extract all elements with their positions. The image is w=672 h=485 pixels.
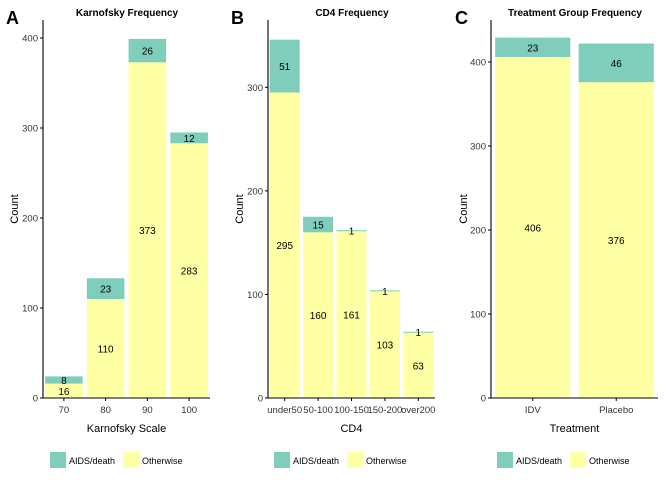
panel-b-xtick-label-1: 50-100 (303, 405, 333, 416)
panel-a-bar-otherwise-0 (45, 383, 83, 398)
panel-b-label-aids-death-4: 1 (416, 328, 422, 339)
panel-b-ytick-label-0: 0 (258, 394, 263, 405)
panel-b-ytick-label-3: 300 (247, 83, 263, 94)
panel-c-ytick-label-1: 100 (470, 310, 486, 321)
panel-a-legend-label-0: AIDS/death (69, 456, 115, 466)
panel-c-legend-swatch-0 (497, 452, 513, 468)
panel-b-label-otherwise-4: 63 (413, 361, 425, 372)
panel-b-bar-aids-death-0 (269, 39, 300, 93)
panel-c-bar-aids-death-0 (495, 37, 571, 57)
panel-c-ytick-label-2: 200 (470, 226, 486, 237)
panel-b-label-aids-death-1: 15 (313, 221, 325, 232)
panel-a-xtick-label-3: 100 (181, 405, 197, 416)
panel-b-xtick-label-0: under50 (267, 405, 302, 416)
panel-b-label-aids-death-2: 1 (349, 227, 355, 238)
panel-b-legend-label-1: Otherwise (366, 456, 407, 466)
panel-c-xtick-label-0: IDV (525, 405, 542, 416)
panel-a-bar-aids-death-2 (128, 38, 167, 63)
panel-a-label-otherwise-3: 283 (181, 267, 198, 278)
panel-a-bar-otherwise-3 (170, 143, 208, 398)
panel-b-legend-swatch-1 (347, 452, 363, 468)
panel-b-legend-swatch-0 (274, 452, 290, 468)
panel-c-ytick-label-0: 0 (481, 394, 486, 405)
panel-a-ytick-label-4: 400 (22, 34, 38, 45)
panel-b-ytick-label-2: 200 (247, 186, 263, 197)
panel-b-bar-aids-death-4 (403, 331, 434, 333)
panel-a-legend-label-1: Otherwise (142, 456, 183, 466)
panel-c-bar-aids-death-1 (578, 43, 654, 83)
panel-c-ylabel: Count (458, 194, 470, 223)
panel-b-ytick-label-1: 100 (247, 290, 263, 301)
panel-c-bar-otherwise-0 (495, 56, 571, 399)
panel-b-label-otherwise-3: 103 (377, 341, 394, 352)
panel-c-label-otherwise-0: 406 (524, 223, 541, 234)
panel-b-letter: B (231, 8, 244, 28)
panel-a-label-aids-death-3: 12 (184, 134, 196, 145)
panel-b-xtick-label-4: over200 (401, 405, 435, 416)
panel-a-bar-aids-death-1 (86, 278, 125, 299)
panel-a-ylabel: Count (9, 194, 21, 223)
panel-b-bar-otherwise-3 (369, 291, 400, 398)
panel-a-ytick-label-2: 200 (22, 214, 38, 225)
panel-a-xlabel: Karnofsky Scale (87, 423, 166, 435)
panel-c-xlabel: Treatment (550, 423, 600, 435)
panel-a-ytick-label-1: 100 (22, 304, 38, 315)
panel-c-xtick-label-1: Placebo (599, 405, 633, 416)
panel-b-label-aids-death-0: 51 (279, 62, 291, 73)
panel-c-legend-swatch-1 (570, 452, 586, 468)
panel-a-letter: A (6, 8, 19, 28)
panel-a-xtick-label-2: 90 (142, 405, 153, 416)
panel-a-legend-swatch-0 (50, 452, 66, 468)
panel-a-label-aids-death-2: 26 (142, 47, 154, 58)
panel-c-ytick-label-4: 400 (470, 58, 486, 69)
panel-c-label-aids-death-1: 46 (611, 59, 623, 70)
panel-c-title: Treatment Group Frequency (508, 8, 642, 19)
panel-c-legend-label-0: AIDS/death (516, 456, 562, 466)
panel-b-label-otherwise-0: 295 (276, 241, 293, 252)
panel-c-label-aids-death-0: 23 (527, 43, 539, 54)
panel-a-bar-otherwise-2 (128, 62, 167, 399)
panel-b-label-aids-death-3: 1 (382, 287, 388, 298)
panel-a-title: Karnofsky Frequency (76, 8, 179, 19)
panel-a-bar-aids-death-0 (45, 376, 83, 384)
panel-a-xtick-label-1: 80 (100, 405, 111, 416)
panel-b-label-otherwise-2: 161 (343, 311, 360, 322)
panel-b-legend-label-0: AIDS/death (293, 456, 339, 466)
panel-a-label-otherwise-0: 16 (58, 387, 70, 398)
panel-a-label-aids-death-1: 23 (100, 285, 112, 296)
panel-a-bar-otherwise-1 (86, 299, 125, 398)
panel-b-bar-otherwise-2 (336, 231, 367, 398)
panel-c-legend-label-1: Otherwise (589, 456, 630, 466)
panel-b-bar-aids-death-1 (303, 216, 334, 233)
panel-b-ylabel: Count (234, 194, 246, 223)
panel-a-bar-aids-death-3 (170, 132, 208, 144)
panel-b-xlabel: CD4 (340, 423, 362, 435)
panel-b-title: CD4 Frequency (315, 8, 389, 19)
panel-c-label-otherwise-1: 376 (608, 236, 625, 247)
panel-c-ytick-label-3: 300 (470, 142, 486, 153)
panel-a-legend-swatch-1 (123, 452, 139, 468)
panel-a-label-aids-death-0: 8 (61, 376, 67, 387)
panel-c-bar-otherwise-1 (578, 82, 654, 398)
panel-b-label-otherwise-1: 160 (310, 311, 327, 322)
panel-b-bar-aids-death-3 (369, 290, 400, 292)
panel-a-ytick-label-3: 300 (22, 124, 38, 135)
panel-a-label-otherwise-1: 110 (98, 345, 114, 356)
panel-b-bar-otherwise-1 (303, 232, 334, 398)
panel-a-label-otherwise-2: 373 (139, 226, 156, 237)
panel-b-xtick-label-2: 100-150 (334, 405, 369, 416)
panel-b-bar-aids-death-2 (336, 230, 367, 232)
panel-a-xtick-label-0: 70 (59, 405, 70, 416)
panel-b-xtick-label-3: 150-200 (367, 405, 402, 416)
panel-b-bar-otherwise-4 (403, 332, 434, 398)
panel-b-bar-otherwise-0 (269, 92, 300, 398)
panel-c-letter: C (455, 8, 468, 28)
panel-a-ytick-label-0: 0 (33, 394, 38, 405)
